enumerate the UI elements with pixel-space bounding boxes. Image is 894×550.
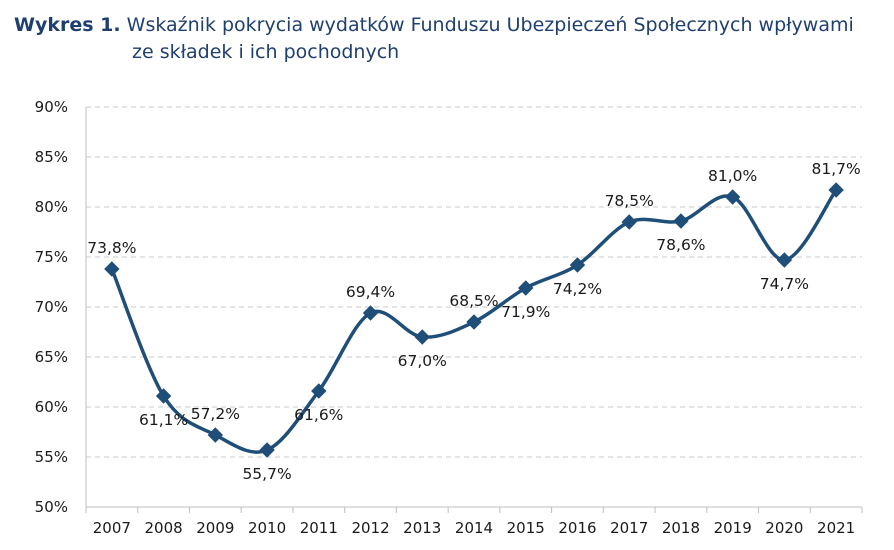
x-tick-label: 2018 (662, 519, 700, 537)
data-label: 57,2% (191, 405, 240, 423)
data-point-marker (207, 427, 224, 443)
x-axis-ticks: 2007 2008 2009 2010 2011 2012 2013 2014 2015 2016… (93, 519, 855, 537)
chart-title: Wykres 1. Wskaźnik pokrycia wydatków Fun… (14, 12, 884, 66)
y-tick-label: 70% (35, 298, 68, 316)
data-label: 78,5% (605, 192, 654, 210)
data-label: 81,0% (708, 167, 757, 185)
y-tick-label: 60% (35, 398, 68, 416)
y-tick-label: 80% (35, 198, 68, 216)
y-axis-ticks: 50% 55% 60% 65% 70% 75% 80% 85% 90% (35, 98, 68, 516)
data-point-marker (311, 383, 327, 399)
gridlines (86, 106, 862, 458)
data-label: 68,5% (449, 292, 498, 310)
x-tick-label: 2010 (248, 519, 286, 537)
x-tick-label: 2015 (507, 519, 545, 537)
data-point-marker (776, 252, 793, 268)
x-tick-label: 2013 (403, 519, 441, 537)
axes (85, 107, 863, 513)
y-tick-label: 90% (35, 98, 68, 116)
x-tick-label: 2016 (558, 519, 596, 537)
data-series (104, 182, 844, 458)
data-label: 74,2% (553, 280, 602, 298)
y-tick-label: 50% (35, 498, 68, 516)
data-point-marker (362, 305, 379, 321)
data-label: 73,8% (87, 239, 136, 257)
x-tick-label: 2021 (817, 519, 855, 537)
data-label: 78,6% (656, 236, 705, 254)
chart-title-prefix: Wykres 1. (14, 14, 121, 36)
data-point-marker (104, 261, 120, 277)
data-point-marker (466, 314, 482, 330)
data-point-marker (569, 257, 586, 273)
y-tick-label: 75% (35, 248, 68, 266)
chart-title-line1: Wskaźnik pokrycia wydatków Funduszu Ubez… (126, 14, 854, 36)
data-label: 67,0% (398, 352, 447, 370)
x-tick-label: 2017 (610, 519, 648, 537)
x-tick-label: 2012 (351, 519, 389, 537)
data-label: 69,4% (346, 283, 395, 301)
data-label: 71,9% (501, 303, 550, 321)
data-label: 61,6% (294, 406, 343, 424)
x-tick-label: 2009 (196, 519, 234, 537)
data-point-marker (828, 182, 844, 198)
data-point-marker (155, 388, 172, 404)
data-labels: 73,8% 61,1% 57,2% 55,7% 61,6% 69,4% 67,0% 68,5%… (87, 160, 861, 483)
x-tick-label: 2007 (93, 519, 131, 537)
data-point-marker (724, 189, 741, 205)
data-point-marker (518, 280, 534, 296)
x-tick-label: 2014 (455, 519, 493, 537)
y-tick-label: 65% (35, 348, 68, 366)
data-point-marker (621, 214, 637, 230)
chart-title-line2: ze składek i ich pochodnych (132, 41, 400, 63)
data-point-marker (414, 329, 430, 345)
data-label: 61,1% (139, 411, 188, 429)
x-tick-label: 2008 (145, 519, 183, 537)
data-point-marker (673, 213, 689, 229)
x-tick-label: 2020 (765, 519, 803, 537)
x-tick-label: 2011 (300, 519, 338, 537)
y-tick-label: 85% (35, 148, 68, 166)
data-label: 74,7% (760, 275, 809, 293)
y-tick-label: 55% (35, 448, 68, 466)
data-point-marker (259, 442, 275, 458)
data-label: 81,7% (812, 160, 861, 178)
data-label: 55,7% (242, 465, 291, 483)
x-tick-label: 2019 (714, 519, 752, 537)
